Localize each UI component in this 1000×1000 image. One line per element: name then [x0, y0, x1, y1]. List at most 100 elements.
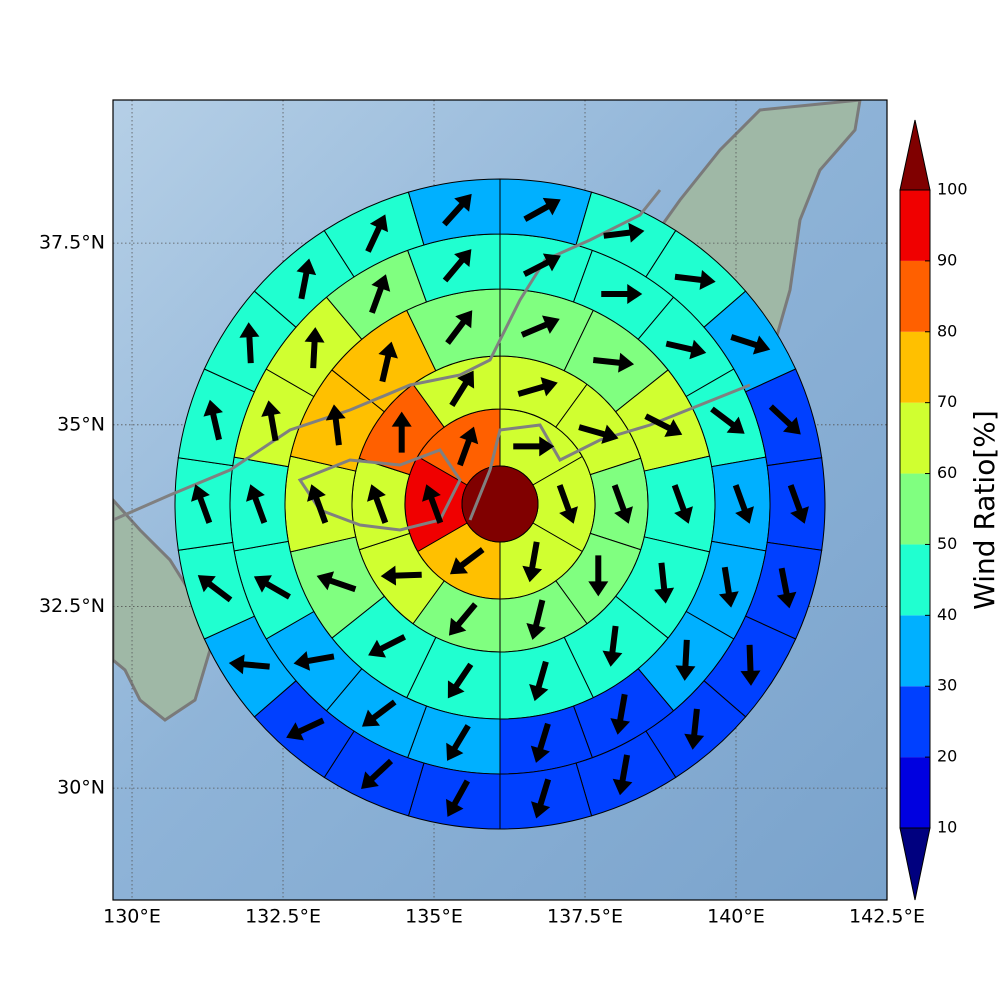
land-kyushu	[113, 497, 212, 722]
wind-arrow	[361, 758, 394, 789]
wind-arrow	[602, 625, 623, 667]
colorbar-tick-label: 20	[937, 747, 957, 766]
colorbar: 10 20 30 40 50 60 70 80 90 100	[899, 119, 968, 901]
colorbar-segment	[900, 757, 930, 828]
wind-arrow	[446, 779, 470, 817]
wind-arrow	[520, 315, 560, 338]
center-disk	[461, 465, 539, 543]
wind-arrow	[239, 322, 260, 364]
wind-arrow	[556, 484, 578, 524]
wind-arrow	[442, 249, 472, 283]
wind-arrow	[732, 484, 754, 524]
wind-arrow	[578, 424, 619, 444]
x-tick-label: 130°E	[103, 906, 161, 928]
colorbar-tick-label: 100	[937, 180, 968, 199]
wind-arrow	[644, 413, 683, 437]
coast-line	[468, 383, 751, 521]
colorbar-tick-label: 70	[937, 392, 957, 411]
wind-arrow	[203, 399, 223, 441]
wind-arrow	[293, 651, 335, 671]
wind-arrow	[710, 406, 745, 434]
wind-arrow	[449, 370, 475, 407]
wind-arrow	[253, 575, 291, 600]
wind-arrow	[296, 258, 317, 300]
wind-arrow	[654, 562, 675, 604]
wind-arrow	[718, 566, 739, 608]
wind-arrow	[523, 197, 561, 222]
wind-arrow	[228, 654, 270, 675]
wind-arrow	[684, 708, 705, 750]
y-tick-label: 35°N	[57, 413, 105, 435]
wind-arrow	[787, 484, 809, 524]
wind-arrow	[603, 222, 645, 243]
colorbar-frame	[899, 189, 931, 829]
wind-arrow	[530, 722, 551, 763]
wind-arrow	[665, 339, 707, 360]
wind-arrows	[191, 193, 809, 819]
colorbar-segment	[900, 686, 930, 758]
wind-arrow	[675, 639, 696, 681]
x-tick-label: 137.5°E	[547, 906, 623, 928]
y-tick-label: 32.5°N	[39, 595, 105, 617]
wind-arrow	[768, 404, 801, 435]
wind-arrow	[517, 377, 558, 397]
wind-arrow	[522, 253, 561, 277]
colorbar-extend-over	[899, 119, 931, 191]
wind-arrow	[531, 778, 552, 819]
wind-arrow	[391, 411, 412, 453]
y-tick-label: 30°N	[57, 777, 105, 799]
wind-arrow	[368, 634, 407, 658]
tick-labels: 130°E 132.5°E 135°E 137.5°E 140°E 142.5°E 30°N…	[39, 232, 925, 928]
wind-arrow	[671, 484, 693, 524]
wind-arrow	[529, 660, 549, 702]
wind-arrow	[588, 555, 609, 597]
wind-arrow	[740, 644, 761, 686]
wind-arrow	[526, 599, 546, 640]
wind-arrow	[776, 567, 797, 609]
wind-arrow	[361, 699, 397, 727]
coast-line	[297, 448, 462, 532]
colorbar-segment	[900, 402, 930, 474]
wind-arrow	[449, 547, 485, 575]
x-tick-label: 142.5°E	[849, 906, 925, 928]
colorbar-segment	[900, 331, 930, 403]
wind-arrow	[674, 269, 716, 290]
x-tick-label: 135°E	[405, 906, 463, 928]
wind-arrow	[365, 214, 389, 253]
polar-grid	[174, 178, 826, 830]
axes-frame	[112, 99, 888, 901]
colorbar-segment	[900, 473, 930, 545]
wind-arrow	[316, 571, 357, 593]
colorbar-tick-label: 80	[937, 321, 957, 340]
wind-arrow	[446, 724, 471, 761]
wind-arrow	[611, 484, 633, 524]
x-tick-label: 140°E	[707, 906, 765, 928]
wind-arrow	[246, 484, 268, 524]
wind-arrow	[307, 484, 329, 524]
colorbar-extend-under	[899, 827, 931, 901]
wind-arrow	[612, 754, 633, 796]
wind-arrow	[367, 484, 389, 524]
colorbar-tick-label: 30	[937, 676, 957, 695]
colorbar-segment	[900, 260, 930, 332]
coastline	[113, 189, 751, 532]
wind-arrow	[191, 484, 213, 524]
wind-arrow	[380, 565, 422, 586]
x-tick-label: 132.5°E	[245, 906, 321, 928]
colorbar-tick-label: 10	[937, 818, 957, 837]
wind-arrow	[369, 274, 391, 314]
y-tick-label: 37.5°N	[39, 232, 105, 254]
wind-arrow	[610, 693, 631, 735]
wind-arrow	[447, 662, 474, 699]
colorbar-segment	[900, 615, 930, 687]
colorbar-tick-label: 50	[937, 534, 957, 553]
wind-arrow	[325, 404, 346, 446]
colorbar-label: Wind Ratio[%]	[968, 410, 1000, 610]
wind-arrow	[442, 193, 472, 227]
wind-arrow	[513, 436, 555, 457]
colorbar-segment	[900, 544, 930, 616]
wind-arrow	[197, 575, 233, 603]
wind-arrow	[378, 341, 398, 383]
wind-arrow	[448, 602, 478, 636]
